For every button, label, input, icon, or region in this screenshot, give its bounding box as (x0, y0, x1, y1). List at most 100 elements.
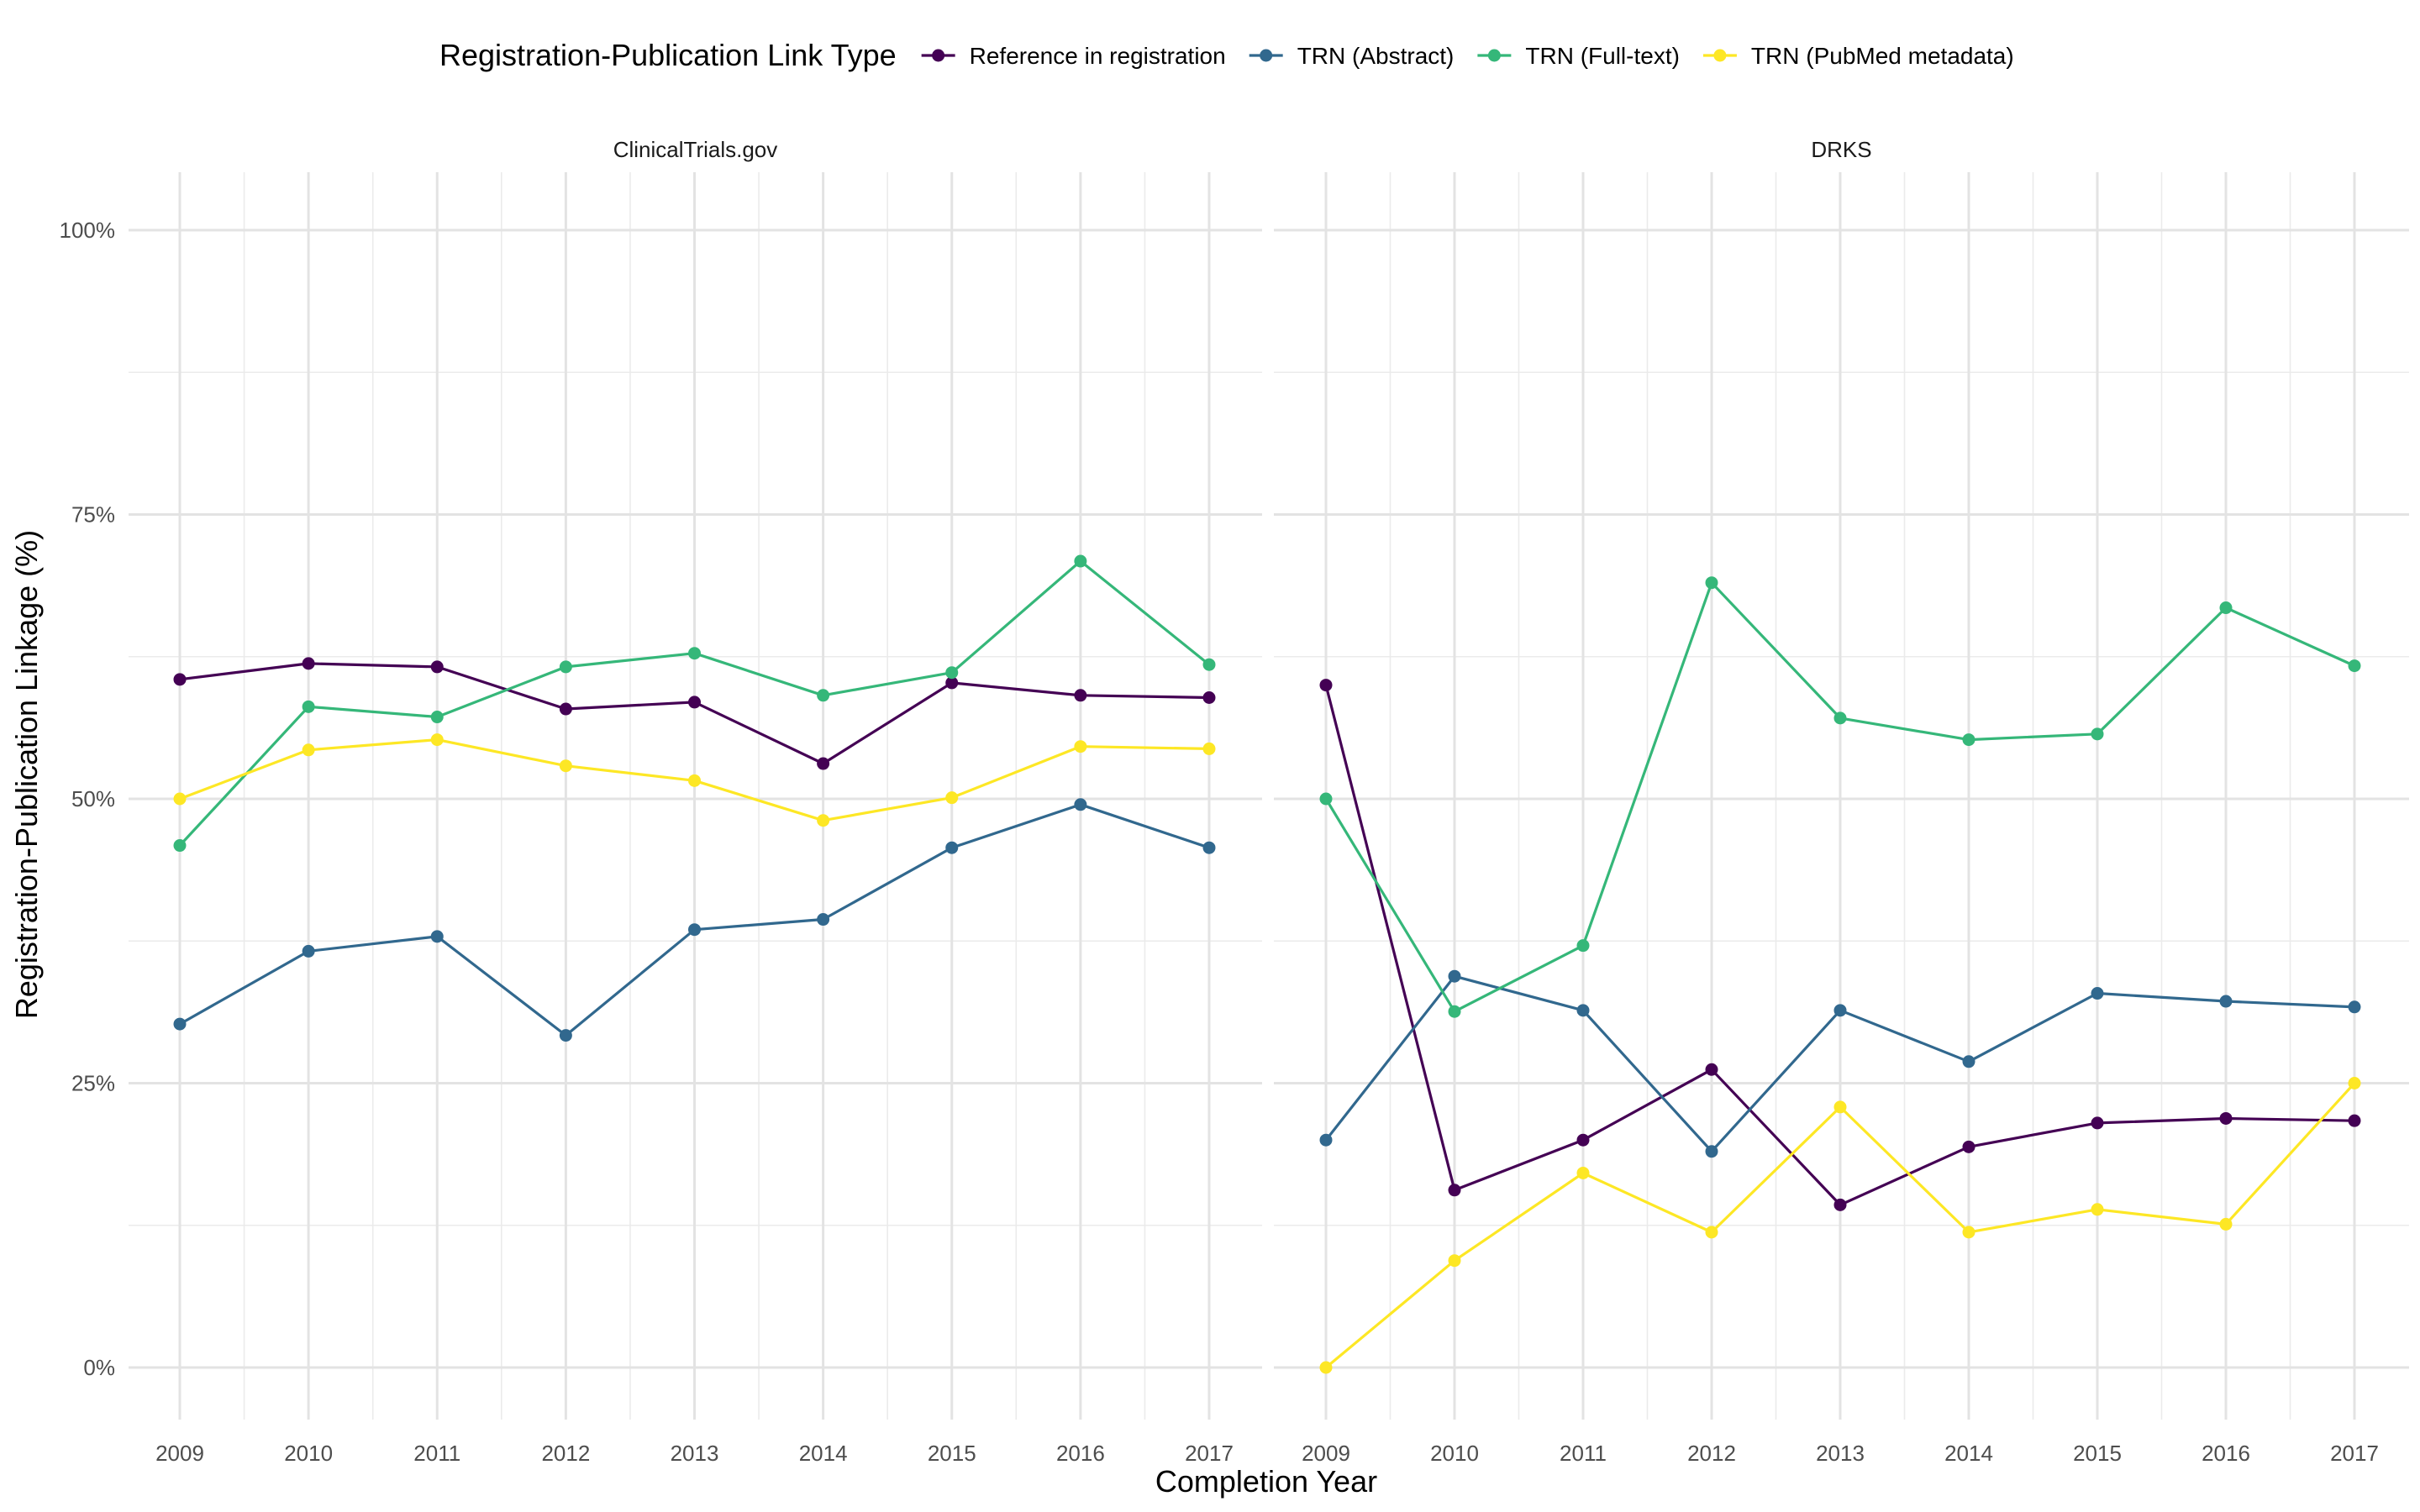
data-point (1448, 1005, 1461, 1018)
data-point (1202, 841, 1216, 854)
x-tick-label: 2017 (2330, 1441, 2379, 1466)
x-tick-label: 2014 (1944, 1441, 1993, 1466)
legend-title: Registration-Publication Link Type (439, 38, 897, 72)
data-point (1833, 1100, 1847, 1114)
panel-title: DRKS (1811, 137, 1871, 162)
series-reference-in-registration (1319, 679, 2361, 1211)
data-point (1202, 690, 1216, 704)
data-point (173, 792, 187, 806)
data-point (688, 647, 701, 660)
legend-key-point (1260, 49, 1273, 62)
x-tick-label: 2010 (1430, 1441, 1479, 1466)
series-trn-full-text (1319, 576, 2361, 1018)
data-point (817, 814, 830, 827)
data-point (1962, 1055, 1975, 1068)
data-point (1576, 939, 1590, 953)
data-point (2219, 995, 2233, 1008)
data-point (302, 700, 315, 713)
data-point (559, 759, 572, 773)
panel-drks: DRKS 2009 2010 2011 2012 2013 2014 2015 2016 2017 (1274, 137, 2409, 1466)
data-point (1319, 792, 1333, 806)
data-point (2091, 727, 2104, 741)
legend-key-point (1713, 49, 1727, 62)
data-point (2091, 1203, 2104, 1216)
data-point (817, 689, 830, 702)
data-point (1202, 658, 1216, 671)
x-tick-label: 2016 (2202, 1441, 2250, 1466)
panel-title: ClinicalTrials.gov (613, 137, 778, 162)
data-point (1448, 969, 1461, 983)
data-point (1705, 1226, 1718, 1239)
legend-item-trn-abstract: TRN (Abstract) (1249, 43, 1454, 69)
data-point (1319, 679, 1333, 692)
x-tick-label: 2009 (1302, 1441, 1350, 1466)
data-point (2348, 1077, 2361, 1089)
data-point (430, 733, 444, 747)
data-point (2348, 659, 2361, 673)
data-point (559, 702, 572, 716)
x-tick-label: 2009 (155, 1441, 204, 1466)
x-tick-label: 2015 (928, 1441, 976, 1466)
data-point (1074, 554, 1087, 568)
series-trn-pubmed-metadata (173, 733, 1216, 827)
x-tick-label: 2013 (671, 1441, 719, 1466)
data-point (945, 841, 959, 854)
data-point (1576, 1133, 1590, 1147)
data-point (1576, 1004, 1590, 1017)
x-tick-label: 2015 (2073, 1441, 2122, 1466)
data-point (1962, 1226, 1975, 1239)
data-point (2091, 1116, 2104, 1130)
data-point (302, 944, 315, 958)
data-point (817, 913, 830, 927)
data-point (1705, 576, 1718, 590)
data-point (1074, 740, 1087, 753)
y-tick-label: 0% (83, 1355, 115, 1380)
x-tick-label: 2011 (413, 1441, 460, 1466)
legend: Registration-Publication Link Type Refer… (439, 38, 2014, 72)
series-trn-abstract (173, 798, 1216, 1042)
data-point (1202, 742, 1216, 755)
data-point (688, 774, 701, 787)
data-point (1576, 1166, 1590, 1179)
data-point (430, 930, 444, 943)
x-tick-label: 2016 (1056, 1441, 1105, 1466)
data-point (2219, 1111, 2233, 1125)
data-point (1319, 1133, 1333, 1147)
data-point (2219, 1217, 2233, 1231)
data-point (1448, 1184, 1461, 1197)
data-point (2219, 601, 2233, 615)
x-axis-title: Completion Year (1155, 1464, 1377, 1499)
data-point (945, 676, 959, 690)
data-point (1962, 733, 1975, 747)
panel-clinicaltrials-gov: ClinicalTrials.gov 2009 2010 2011 2012 2013 20… (129, 137, 1262, 1466)
chart-panels: ClinicalTrials.gov 2009 2010 2011 2012 2013 20… (60, 137, 2409, 1466)
data-point (1319, 1361, 1333, 1374)
data-point (2348, 1000, 2361, 1014)
data-point (559, 660, 572, 674)
data-point (173, 839, 187, 853)
series-trn-pubmed-metadata (1319, 1077, 2361, 1374)
legend-label: TRN (Full-text) (1525, 43, 1680, 69)
legend-key-point (1487, 49, 1501, 62)
data-point (1074, 689, 1087, 702)
legend-item-trn-full-text: TRN (Full-text) (1477, 43, 1680, 69)
data-point (945, 666, 959, 680)
series-reference-in-registration (173, 657, 1216, 770)
data-point (173, 673, 187, 686)
legend-key-point (932, 49, 945, 62)
y-tick-label: 25% (71, 1071, 115, 1096)
data-point (1074, 798, 1087, 811)
data-point (430, 660, 444, 674)
x-tick-label: 2012 (541, 1441, 590, 1466)
data-point (173, 1017, 187, 1031)
legend-label: Reference in registration (970, 43, 1226, 69)
data-point (2348, 1114, 2361, 1127)
x-tick-label: 2017 (1185, 1441, 1234, 1466)
data-point (688, 696, 701, 709)
legend-item-trn-pubmed-metadata: TRN (PubMed metadata) (1702, 43, 2014, 69)
data-point (1833, 1004, 1847, 1017)
y-tick-label: 100% (60, 218, 116, 243)
series-trn-full-text (173, 554, 1216, 853)
data-point (1705, 1145, 1718, 1158)
